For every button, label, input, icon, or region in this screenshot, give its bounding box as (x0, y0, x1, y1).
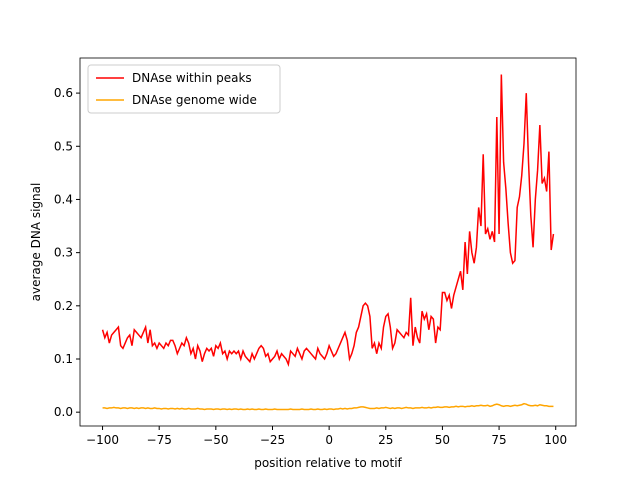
y-tick-label: 0.5 (54, 139, 73, 153)
x-tick-label: −25 (260, 433, 285, 447)
y-axis-label: average DNA signal (29, 183, 43, 302)
y-tick-label: 0.3 (54, 246, 73, 260)
legend-label: DNAse genome wide (132, 93, 257, 107)
data-line (101, 74, 555, 367)
y-tick-label: 0.1 (54, 352, 73, 366)
y-tick-label: 0.6 (54, 86, 73, 100)
plot-frame (79, 57, 577, 427)
x-tick-label: 25 (378, 433, 393, 447)
y-tick-label: 0.0 (54, 405, 73, 419)
x-tick-label: −100 (86, 433, 119, 447)
data-line (102, 402, 554, 411)
legend-label: DNAse within peaks (132, 71, 252, 85)
x-tick-label: 0 (325, 433, 333, 447)
y-tick-label: 0.2 (54, 299, 73, 313)
legend-box (87, 64, 281, 114)
x-axis-label: position relative to motif (254, 456, 402, 470)
x-tick-label: 75 (491, 433, 506, 447)
y-tick-label: 0.4 (54, 192, 73, 206)
x-tick-label: −75 (147, 433, 172, 447)
x-tick-label: −50 (203, 433, 228, 447)
x-tick-label: 50 (435, 433, 450, 447)
x-tick-label: 100 (544, 433, 567, 447)
